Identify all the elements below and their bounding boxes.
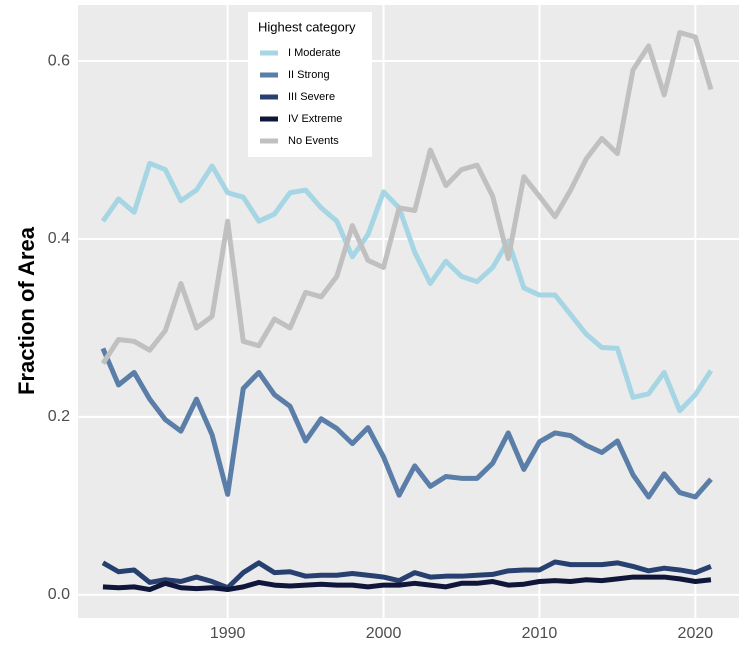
legend-title: Highest category (258, 19, 356, 34)
series-line (100, 347, 713, 500)
series-line (100, 30, 714, 365)
y-tick-label: 0.6 (48, 52, 70, 69)
legend-label: I Moderate (288, 47, 341, 59)
x-tick-label: 1990 (210, 625, 246, 642)
legend-label: No Events (288, 135, 339, 147)
legend-label: III Severe (288, 91, 335, 103)
legend-label: IV Extreme (288, 113, 342, 125)
legend: Highest category I Moderate II Strong III S… (248, 12, 372, 157)
series-line (101, 559, 712, 591)
legend-box (248, 12, 372, 157)
x-tick-label: 2000 (366, 625, 402, 642)
legend-label: II Strong (288, 69, 330, 81)
series-line (100, 160, 714, 414)
series-line (102, 574, 712, 593)
x-tick-label: 2010 (522, 625, 558, 642)
y-tick-label: 0.4 (48, 230, 70, 247)
plot-panel (78, 5, 739, 618)
y-axis-label: Fraction of Area (14, 226, 39, 395)
y-tick-label: 0.0 (48, 586, 70, 603)
x-tick-label: 2020 (678, 625, 714, 642)
y-tick-label: 0.2 (48, 408, 70, 425)
